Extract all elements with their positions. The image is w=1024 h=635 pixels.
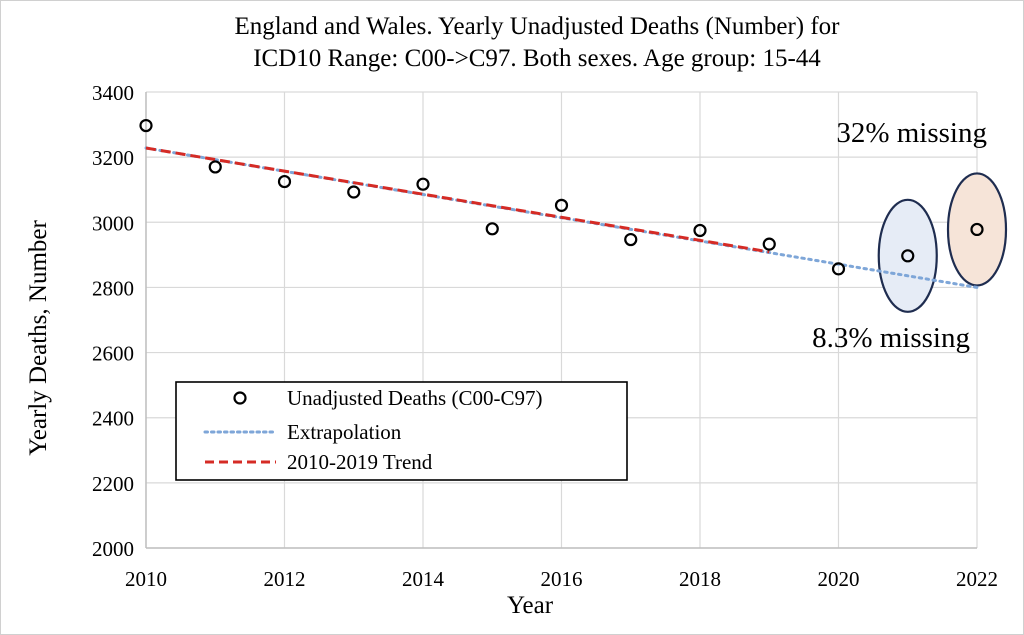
x-axis-label: Year (507, 592, 554, 619)
data-point-2010 (139, 118, 153, 133)
x-tick-label-2012: 2012 (264, 567, 306, 591)
highlight-ellipses (877, 172, 1008, 313)
x-tick-label-2014: 2014 (402, 567, 445, 591)
y-tick-label-3400: 3400 (92, 81, 134, 105)
legend-label-unadjusted: Unadjusted Deaths (C00-C97) (287, 386, 542, 410)
highlight-ellipse-2021 (877, 198, 938, 313)
annotation-32-missing: 32% missing (836, 117, 987, 149)
chart-title: England and Wales. Yearly Unadjusted Dea… (234, 13, 840, 40)
data-point-2013 (347, 185, 361, 199)
x-tick-label-2016: 2016 (541, 567, 583, 591)
trend-2010-2019-line (145, 146, 770, 254)
y-tick-label-3000: 3000 (92, 211, 134, 235)
legend: Unadjusted Deaths (C00-C97) Extrapolatio… (175, 381, 628, 481)
x-tick-label-2022: 2022 (956, 567, 998, 591)
data-point-2017 (624, 232, 638, 247)
data-point-2012 (277, 174, 292, 189)
y-tick-label-2200: 2200 (92, 472, 134, 496)
chart-subtitle: ICD10 Range: C00->C97. Both sexes. Age g… (253, 45, 821, 72)
grid (145, 91, 978, 549)
data-point-2022 (970, 222, 984, 237)
x-tick-label-2020: 2020 (818, 567, 860, 591)
data-point-2011 (208, 160, 222, 174)
y-tick-label-3200: 3200 (92, 146, 134, 170)
y-axis-label: Yearly Deaths, Number (25, 220, 52, 456)
data-points (139, 118, 984, 276)
tick-labels: 2000 2200 2400 2600 2800 3000 3200 3400 2010 2012… (92, 81, 998, 591)
data-point-2019 (762, 237, 776, 251)
data-point-2020 (831, 262, 846, 276)
y-tick-label-2800: 2800 (92, 276, 134, 300)
legend-label-trend: 2010-2019 Trend (287, 450, 433, 474)
y-tick-label-2400: 2400 (92, 407, 134, 431)
y-tick-label-2600: 2600 (92, 342, 134, 366)
data-point-2015 (485, 222, 499, 236)
data-point-2021 (901, 249, 915, 263)
highlight-ellipse-2022 (946, 172, 1008, 287)
data-point-2016 (554, 198, 569, 212)
legend-label-extrapolation: Extrapolation (287, 420, 402, 444)
annotation-8-3-missing: 8.3% missing (812, 322, 970, 354)
x-tick-label-2018: 2018 (679, 567, 721, 591)
x-tick-label-2010: 2010 (125, 567, 167, 591)
y-tick-label-2000: 2000 (92, 537, 134, 561)
data-point-2018 (693, 223, 707, 238)
legend-marker-icon (233, 391, 247, 405)
data-point-2014 (416, 177, 430, 191)
